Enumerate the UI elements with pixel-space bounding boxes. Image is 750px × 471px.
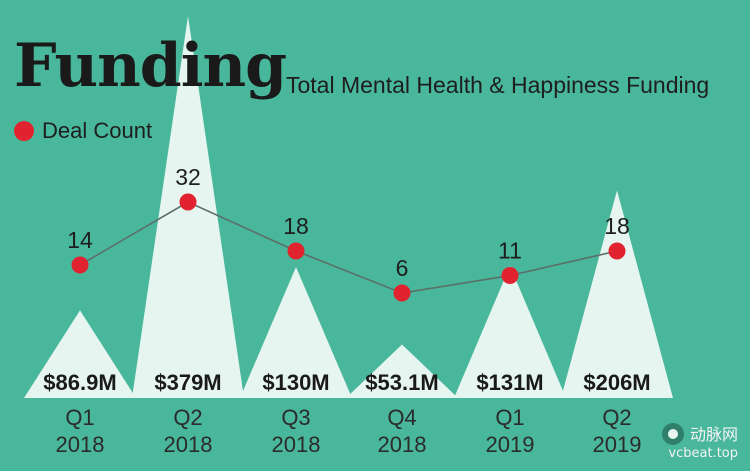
x-tick-year: 2018: [56, 432, 105, 457]
funding-amount-label: $86.9M: [43, 370, 116, 395]
legend-dot-icon: [14, 121, 34, 141]
funding-peak: [240, 266, 352, 398]
deal-count-points: [71, 193, 626, 302]
deal-count-label: 18: [604, 213, 630, 239]
chart-title: Funding: [14, 31, 287, 101]
legend-label: Deal Count: [42, 118, 153, 143]
funding-amount-label: $53.1M: [365, 370, 438, 395]
deal-count-label: 18: [283, 213, 309, 239]
watermark: 动脉网 vcbeat.top: [661, 423, 738, 463]
x-tick-quarter: Q4: [387, 405, 416, 430]
x-tick-year: 2019: [486, 432, 535, 457]
deal-count-label: 6: [396, 255, 409, 281]
x-tick-quarter: Q2: [602, 405, 631, 430]
funding-amount-label: $130M: [262, 370, 329, 395]
x-tick-year: 2018: [164, 432, 213, 457]
deal-count-point: [179, 193, 197, 211]
deal-count-point: [608, 242, 626, 260]
deal-count-polyline: [79, 201, 618, 294]
chart-subtitle: Total Mental Health & Happiness Funding: [286, 72, 710, 98]
x-tick-quarter: Q3: [281, 405, 310, 430]
deal-count-point: [287, 242, 305, 260]
x-tick-quarter: Q2: [173, 405, 202, 430]
deal-count-point: [501, 267, 519, 284]
deal-count-point: [393, 284, 411, 302]
watermark-brand: 动脉网: [661, 423, 738, 446]
x-tick-quarter: Q1: [495, 405, 524, 430]
funding-amount-labels: $86.9M $379M $130M $53.1M $131M $206M: [43, 370, 650, 395]
funding-amount-label: $131M: [476, 370, 543, 395]
legend: Deal Count: [14, 118, 152, 144]
x-tick-year: 2018: [272, 432, 321, 457]
funding-amount-label: $206M: [583, 370, 650, 395]
x-tick-year: 2018: [378, 432, 427, 457]
deal-count-labels: 14 32 18 6 11 18: [67, 164, 630, 281]
wechat-icon: [661, 423, 684, 446]
x-tick-quarter: Q1: [65, 405, 94, 430]
funding-peak: [561, 190, 673, 398]
funding-amount-label: $379M: [154, 370, 221, 395]
deal-count-line: [79, 201, 618, 294]
watermark-site: vcbeat.top: [668, 446, 738, 462]
funding-peak: [346, 344, 458, 398]
deal-count-label: 14: [67, 227, 93, 253]
funding-peak: [24, 310, 136, 398]
funding-peak: [454, 265, 566, 398]
watermark-brand-text: 动脉网: [689, 424, 738, 444]
deal-count-label: 32: [175, 164, 201, 190]
deal-count-point: [71, 256, 89, 274]
deal-count-label: 11: [498, 238, 522, 264]
x-tick-year: 2019: [593, 432, 642, 457]
